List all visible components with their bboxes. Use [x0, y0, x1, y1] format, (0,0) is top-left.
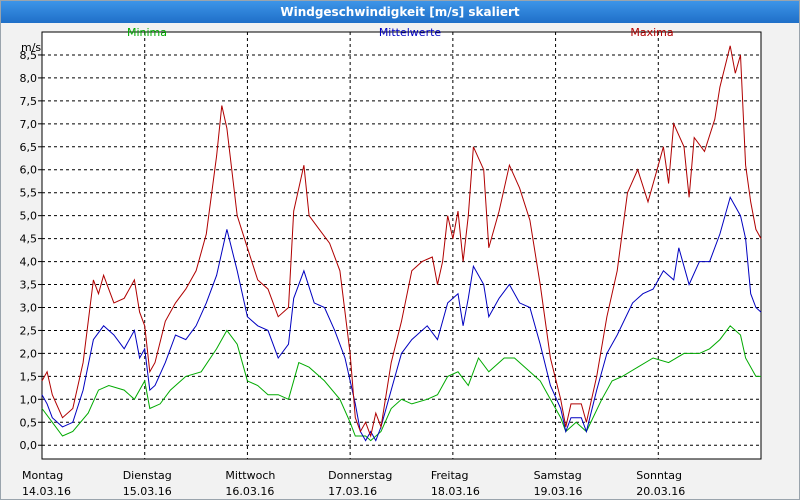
series-line-mittelwerte [41, 196, 762, 442]
y-tick-label-9: 4,5 [20, 233, 38, 246]
x-tick-day-3: Donnerstag [328, 469, 392, 482]
x-tick-date-1: 15.03.16 [123, 485, 172, 498]
x-tick-date-5: 19.03.16 [534, 485, 583, 498]
window-title: Windgeschwindigkeit [m/s] skaliert [1, 1, 799, 23]
x-tick-day-6: Sonntag [636, 469, 682, 482]
x-tick-date-0: 14.03.16 [22, 485, 71, 498]
legend-maxima: Maxima [630, 26, 673, 39]
y-tick-label-13: 6,5 [20, 141, 38, 154]
x-tick-date-3: 17.03.16 [328, 485, 377, 498]
y-tick-label-17: 8,5 [20, 49, 38, 62]
y-tick-label-12: 6,0 [20, 164, 38, 177]
y-tick-label-3: 1,5 [20, 370, 38, 383]
series-line-maxima [41, 45, 762, 438]
y-tick-label-16: 8,0 [20, 72, 38, 85]
y-tick-label-8: 4,0 [20, 256, 38, 269]
x-axis-ticks: Montag 14.03.16 Dienstag 15.03.16 Mittwoch 16… [22, 469, 685, 498]
wind-speed-chart: 0,0 0,5 1,0 1,5 2,0 2,5 3,0 3,5 4,0 4,5 5,0 5,5 6,0 6… [20, 26, 762, 498]
x-tick-date-6: 20.03.16 [636, 485, 685, 498]
legend-minima: Minima [127, 26, 167, 39]
x-tick-day-4: Freitag [431, 469, 469, 482]
y-tick-label-4: 2,0 [20, 347, 38, 360]
x-tick-day-1: Dienstag [123, 469, 172, 482]
series-line-minima [41, 325, 761, 442]
y-axis-ticks: 0,0 0,5 1,0 1,5 2,0 2,5 3,0 3,5 4,0 4,5 5,0 5,5 6,0 6… [20, 49, 42, 452]
y-tick-label-7: 3,5 [20, 279, 38, 292]
x-tick-day-2: Mittwoch [225, 469, 275, 482]
plot-area [41, 31, 762, 460]
y-tick-label-10: 5,0 [20, 210, 38, 223]
y-tick-label-1: 0,5 [20, 416, 38, 429]
y-tick-label-11: 5,5 [20, 187, 38, 200]
y-tick-label-0: 0,0 [20, 439, 38, 452]
legend-mittelwerte: Mittelwerte [379, 26, 442, 39]
y-tick-label-15: 7,5 [20, 95, 38, 108]
y-tick-label-5: 2,5 [20, 324, 38, 337]
x-tick-date-4: 18.03.16 [431, 485, 480, 498]
grid [42, 32, 761, 459]
x-tick-day-0: Montag [22, 469, 63, 482]
series-lines [41, 45, 762, 442]
x-tick-day-5: Samstag [534, 469, 582, 482]
y-axis-label: m/s [21, 41, 41, 54]
y-tick-label-2: 1,0 [20, 393, 38, 406]
y-tick-label-6: 3,0 [20, 301, 38, 314]
y-tick-label-14: 7,0 [20, 118, 38, 131]
x-tick-date-2: 16.03.16 [225, 485, 274, 498]
